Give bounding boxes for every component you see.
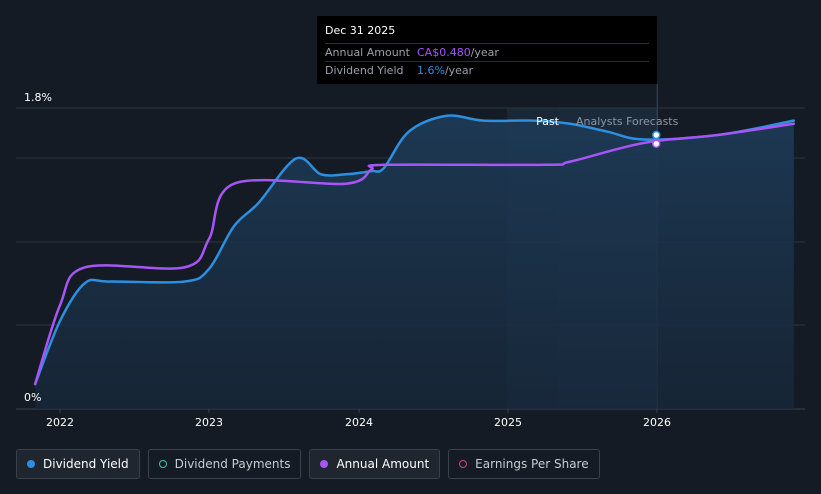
tooltip-dividend-yield-label: Dividend Yield — [325, 64, 404, 77]
annual-amount-number: CA$0.480 — [417, 46, 471, 59]
x-tick-label-2023: 2023 — [195, 416, 223, 429]
legend-annual-amount[interactable]: Annual Amount — [309, 449, 441, 479]
dividend-yield-dot-icon — [27, 460, 35, 468]
dividend-yield-marker — [652, 130, 661, 140]
series-line-annual-amount — [33, 122, 796, 386]
legend-label: Earnings Per Share — [475, 457, 589, 471]
legend-label: Annual Amount — [336, 457, 430, 471]
tooltip-annual-amount-value: CA$0.480/year — [417, 44, 499, 61]
annual-amount-dot-icon — [320, 460, 329, 468]
annual-amount-unit: /year — [470, 46, 499, 59]
legend-earnings-per-share[interactable]: Earnings Per Share — [448, 449, 600, 479]
legend-label: Dividend Yield — [43, 457, 129, 471]
legend-dividend-yield[interactable]: Dividend Yield — [16, 449, 140, 479]
legend-dividend-payments[interactable]: Dividend Payments — [147, 449, 302, 479]
forecast-region-label: Analysts Forecasts — [576, 115, 679, 128]
y-tick-label-zero: 0% — [24, 391, 41, 404]
tooltip-row-dividend-yield: Dividend Yield 1.6%/year — [325, 61, 649, 79]
past-region-label: Past — [536, 115, 560, 128]
legend-label: Dividend Payments — [174, 457, 291, 471]
legend: Dividend Yield Dividend Payments Annual … — [16, 449, 600, 481]
tooltip-dividend-yield-value: 1.6%/year — [417, 62, 473, 79]
x-tick-label-2026: 2026 — [643, 416, 671, 429]
tooltip-row-annual-amount: Annual Amount CA$0.480/year — [325, 43, 649, 61]
x-tick-label-2025: 2025 — [494, 416, 522, 429]
x-tick-label-2022: 2022 — [46, 416, 74, 429]
annual-amount-marker — [652, 139, 661, 148]
dividend-yield-unit: /year — [444, 64, 474, 77]
y-tick-label-top: 1.8% — [24, 91, 52, 104]
dividend-yield-number: 1.6% — [417, 64, 445, 77]
tooltip: Dec 31 2025 Annual Amount CA$0.480/year … — [317, 16, 657, 84]
dividend-payments-circle-icon — [158, 460, 167, 468]
earnings-per-share-circle-icon — [459, 460, 468, 468]
tooltip-annual-amount-label: Annual Amount — [325, 46, 410, 59]
dividend-yield-area — [35, 115, 794, 409]
series-line-dividend-yield — [33, 114, 796, 386]
x-tick-label-2024: 2024 — [345, 416, 373, 429]
tooltip-date: Dec 31 2025 — [325, 24, 396, 37]
